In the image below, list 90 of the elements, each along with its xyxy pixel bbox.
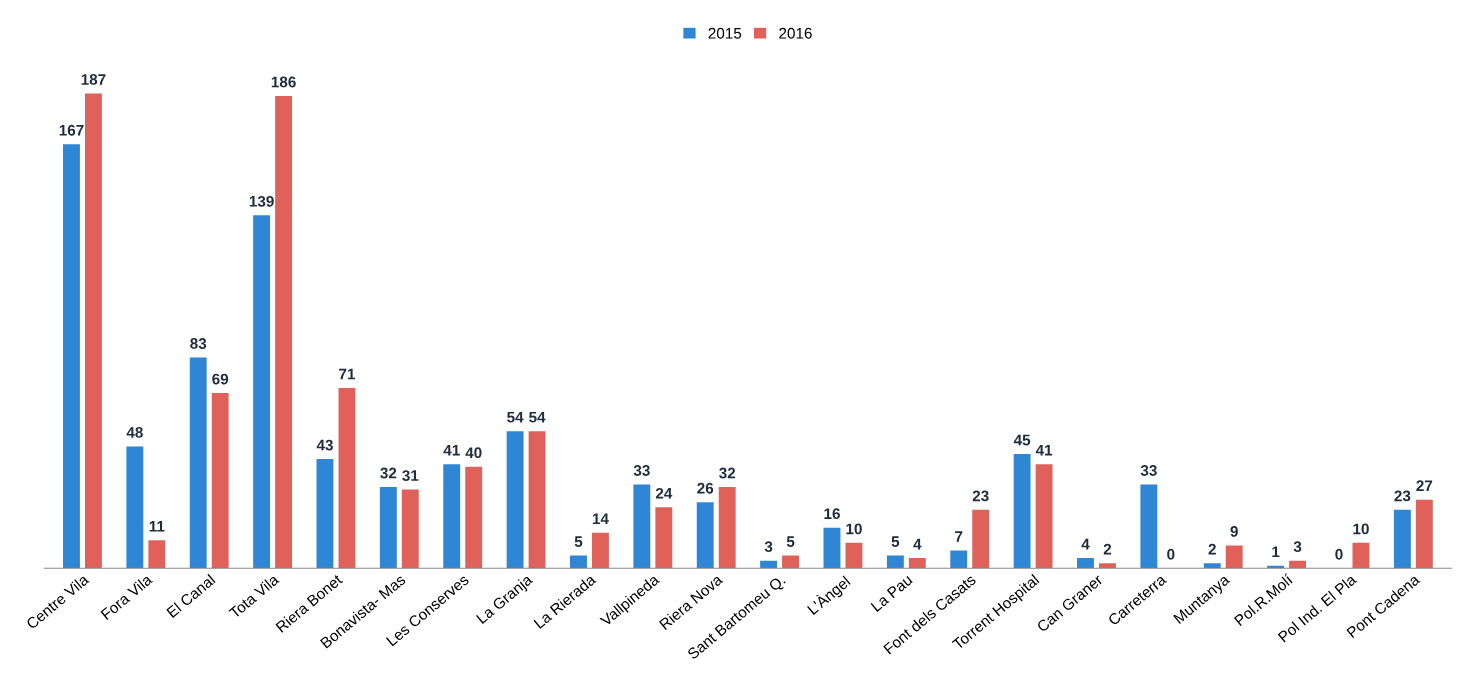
bar xyxy=(1077,558,1094,569)
data-label: 1 xyxy=(1272,546,1280,557)
data-label: 23 xyxy=(972,490,989,502)
data-label: 2 xyxy=(1208,543,1216,555)
bar xyxy=(1099,563,1116,569)
bar xyxy=(316,459,334,569)
data-label: 54 xyxy=(507,411,524,423)
data-label: 31 xyxy=(402,470,419,481)
bar xyxy=(950,550,968,569)
bar xyxy=(823,527,841,569)
data-label: 33 xyxy=(1140,465,1157,476)
legend-label: 2016 xyxy=(779,27,812,39)
data-label: 71 xyxy=(339,368,356,380)
bar xyxy=(655,507,673,569)
data-label: 0 xyxy=(1167,548,1175,560)
bar xyxy=(528,431,546,569)
bar xyxy=(338,387,356,569)
bar xyxy=(1352,542,1370,569)
bar xyxy=(972,509,990,569)
data-label: 187 xyxy=(81,74,106,85)
data-label: 69 xyxy=(212,373,229,385)
data-label: 3 xyxy=(1293,541,1302,553)
bar xyxy=(782,555,800,569)
bar xyxy=(189,357,207,569)
data-label: 48 xyxy=(126,426,143,438)
bar xyxy=(845,542,863,569)
data-label: 9 xyxy=(1230,526,1238,537)
bar xyxy=(1013,454,1031,569)
data-label: 5 xyxy=(891,536,900,547)
data-label: 40 xyxy=(465,447,482,459)
bar xyxy=(1289,560,1307,569)
bar xyxy=(592,532,609,569)
data-label: 10 xyxy=(1353,523,1369,535)
bar xyxy=(84,93,102,569)
bar xyxy=(275,95,293,569)
bar xyxy=(696,502,714,569)
bar xyxy=(126,446,144,569)
data-label: 23 xyxy=(1394,490,1411,502)
data-label: 4 xyxy=(913,538,922,550)
data-label: 10 xyxy=(846,523,862,535)
data-label: 45 xyxy=(1013,434,1031,446)
data-label: 16 xyxy=(824,508,840,520)
data-label: 3 xyxy=(764,541,773,553)
data-label: 14 xyxy=(592,513,609,524)
data-label: 26 xyxy=(697,482,714,494)
x-tick-label: Fora Vila xyxy=(100,573,154,621)
data-label: 186 xyxy=(271,76,296,88)
data-label: 7 xyxy=(955,531,963,542)
bar xyxy=(886,555,904,569)
data-label: 2 xyxy=(1103,543,1112,555)
data-label: 32 xyxy=(719,467,736,479)
data-label: 24 xyxy=(655,487,673,499)
bar xyxy=(760,560,778,569)
bar xyxy=(211,393,229,569)
bar xyxy=(401,489,419,569)
bar xyxy=(1225,545,1243,569)
bar xyxy=(253,215,271,569)
data-label: 11 xyxy=(149,521,165,532)
bar xyxy=(1035,464,1053,569)
data-label: 54 xyxy=(529,411,546,423)
x-tick-label: La Pau xyxy=(870,574,913,613)
x-tick-label: Tota Vila xyxy=(228,573,280,619)
data-label: 5 xyxy=(786,536,795,547)
bar xyxy=(148,540,166,569)
legend-label: 2015 xyxy=(708,27,742,39)
bar xyxy=(1203,563,1221,569)
bar xyxy=(1393,509,1411,569)
bar xyxy=(908,558,926,569)
data-label: 33 xyxy=(633,465,650,476)
bar xyxy=(633,484,651,569)
data-label: 43 xyxy=(316,439,333,451)
bar xyxy=(63,144,80,569)
data-label: 41 xyxy=(443,444,460,456)
data-label: 139 xyxy=(249,195,274,207)
data-label: 4 xyxy=(1081,538,1090,550)
bar xyxy=(570,555,587,569)
data-label: 27 xyxy=(1416,480,1433,491)
data-label: 83 xyxy=(190,338,207,349)
bar xyxy=(1140,484,1158,569)
bar xyxy=(718,487,736,569)
data-label: 41 xyxy=(1035,444,1053,456)
bar xyxy=(506,431,524,569)
bar xyxy=(379,487,397,569)
data-label: 167 xyxy=(59,124,84,136)
data-label: 32 xyxy=(380,467,397,479)
data-label: 0 xyxy=(1335,548,1343,560)
bar xyxy=(1415,499,1433,569)
bar xyxy=(465,466,483,569)
data-label: 5 xyxy=(574,536,583,547)
bar xyxy=(443,464,461,569)
